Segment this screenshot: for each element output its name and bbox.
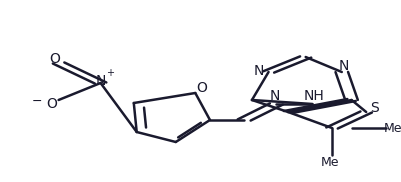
Text: N: N [253,64,263,78]
Text: Me: Me [383,122,401,134]
Text: +: + [106,68,114,78]
Text: −: − [32,95,42,108]
Text: O: O [195,82,206,95]
Text: NH: NH [302,89,323,103]
Text: S: S [370,101,378,115]
Text: N: N [95,74,105,88]
Text: Me: Me [320,156,338,169]
Text: N: N [269,89,279,103]
Text: O: O [49,52,60,66]
Text: O: O [46,97,57,111]
Text: N: N [338,59,348,73]
